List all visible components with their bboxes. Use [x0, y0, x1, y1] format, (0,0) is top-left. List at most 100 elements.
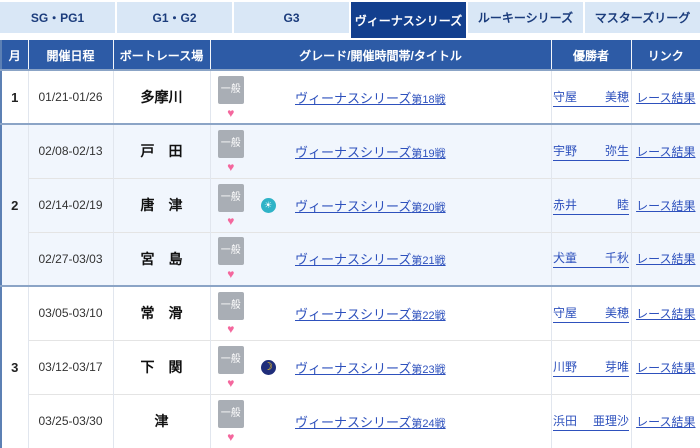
grade-cell: 一般 ♥ — [210, 339, 251, 394]
title-cell: ヴィーナスシリーズ第21戦 — [285, 231, 552, 286]
winner-link[interactable]: 宇野 弥生 — [553, 142, 630, 161]
winner-link[interactable]: 犬童 千秋 — [553, 249, 630, 269]
grade-cell: 一般 ♥ — [210, 69, 251, 124]
winner-family: 浜田 — [553, 413, 578, 428]
race-title-link[interactable]: ヴィーナスシリーズ第19戦 — [295, 145, 446, 160]
winner-family: 守屋 — [553, 305, 578, 320]
morning-icon: ☀ — [260, 197, 276, 213]
race-round-text: 第21戦 — [411, 255, 446, 268]
venue-cell: 津 — [113, 393, 211, 448]
date-cell: 03/05-03/10 — [28, 285, 114, 340]
grade-badge: 一般 — [217, 345, 244, 374]
winner-given: 美穂 — [605, 89, 630, 104]
grade-badge: 一般 — [217, 291, 244, 320]
tab-3[interactable]: G3 — [234, 2, 349, 33]
race-title-text: ヴィーナスシリーズ — [295, 414, 412, 430]
race-result-link[interactable]: レース結果 — [636, 360, 696, 375]
header-month: 月 — [1, 40, 29, 70]
heart-icon: ♥ — [227, 159, 235, 174]
heart-icon: ♥ — [227, 321, 235, 336]
result-cell: レース結果 — [631, 339, 700, 394]
heart-icon: ♥ — [227, 429, 235, 444]
tab-6[interactable]: マスターズリーグ — [585, 2, 700, 33]
race-round-text: 第20戦 — [411, 201, 446, 214]
result-cell: レース結果 — [631, 393, 700, 448]
race-result-link[interactable]: レース結果 — [636, 252, 696, 267]
date-cell: 03/25-03/30 — [28, 393, 114, 448]
winner-given: 睦 — [617, 197, 630, 212]
schedule-body: 1 01/21-01/26 多摩川 一般 ♥ ヴィーナスシリーズ第18戦 守屋 美穂 レース結果… — [1, 69, 700, 448]
winner-link[interactable]: 守屋 美穂 — [553, 88, 630, 107]
title-cell: ヴィーナスシリーズ第24戦 — [285, 393, 552, 448]
race-result-link[interactable]: レース結果 — [636, 90, 696, 105]
winner-cell: 守屋 美穂 — [551, 69, 632, 124]
race-title-link[interactable]: ヴィーナスシリーズ第20戦 — [295, 199, 446, 214]
winner-given: 芽唯 — [605, 359, 630, 374]
month-cell: 2 — [1, 123, 29, 286]
tab-5[interactable]: ルーキーシリーズ — [468, 2, 583, 33]
winner-link[interactable]: 守屋 美穂 — [553, 304, 630, 323]
race-result-link[interactable]: レース結果 — [636, 306, 696, 321]
race-result-link[interactable]: レース結果 — [636, 198, 696, 213]
winner-given: 弥生 — [605, 143, 630, 158]
time-icon-cell: ☀ — [251, 177, 285, 232]
race-title-link[interactable]: ヴィーナスシリーズ第21戦 — [295, 252, 446, 268]
race-result-link[interactable]: レース結果 — [636, 414, 696, 429]
date-cell: 02/27-03/03 — [28, 231, 114, 286]
race-row: 2 02/08-02/13 戸 田一般 ♥ ヴィーナスシリーズ第19戦 宇野 弥生 レース結果 — [1, 123, 700, 286]
race-row: 02/14-02/19 唐 津一般 ♥ ☀ ヴィーナスシリーズ第20戦 赤井 睦レース結果 — [1, 177, 700, 232]
grade-cell: 一般 ♥ — [210, 177, 251, 232]
result-cell: レース結果 — [631, 177, 700, 232]
venue-cell: 宮 島 — [113, 231, 211, 286]
grade-badge: 一般 — [217, 399, 244, 428]
title-cell: ヴィーナスシリーズ第19戦 — [285, 123, 552, 178]
grade-cell: 一般 ♥ — [210, 393, 251, 448]
race-title-link[interactable]: ヴィーナスシリーズ第24戦 — [295, 414, 446, 430]
date-cell: 01/21-01/26 — [28, 69, 114, 124]
winner-link[interactable]: 川野 芽唯 — [553, 358, 630, 377]
winner-link[interactable]: 赤井 睦 — [553, 196, 630, 215]
tab-4[interactable]: ヴィーナスシリーズ — [351, 2, 466, 38]
winner-cell: 犬童 千秋 — [551, 231, 632, 286]
heart-icon: ♥ — [227, 375, 235, 390]
title-cell: ヴィーナスシリーズ第20戦 — [285, 177, 552, 232]
heart-icon: ♥ — [227, 267, 235, 282]
date-cell: 02/14-02/19 — [28, 177, 114, 232]
grade-cell: 一般 ♥ — [210, 123, 251, 178]
winner-family: 犬童 — [553, 251, 578, 266]
heart-icon: ♥ — [227, 105, 235, 120]
result-cell: レース結果 — [631, 123, 700, 178]
venue-cell: 唐 津 — [113, 177, 211, 232]
grade-cell: 一般 ♥ — [210, 231, 251, 286]
schedule-table: 月 開催日程 ボートレース場 グレード/開催時間帯/タイトル 優勝者 リンク 1… — [0, 40, 700, 448]
race-round-text: 第24戦 — [411, 417, 446, 430]
race-result-link[interactable]: レース結果 — [636, 144, 696, 159]
race-title-text: ヴィーナスシリーズ — [295, 360, 412, 376]
race-row: 03/12-03/17 下 関一般 ♥ ☽ ヴィーナスシリーズ第23戦 川野 芽唯 レース結果 — [1, 339, 700, 394]
race-title-link[interactable]: ヴィーナスシリーズ第22戦 — [295, 307, 446, 322]
title-cell: ヴィーナスシリーズ第23戦 — [285, 339, 552, 394]
time-icon-cell — [251, 69, 285, 124]
tab-2[interactable]: G1・G2 — [117, 2, 232, 33]
time-icon-cell — [251, 231, 285, 286]
winner-family: 守屋 — [553, 89, 578, 104]
result-cell: レース結果 — [631, 285, 700, 340]
time-icon-cell — [251, 285, 285, 340]
race-round-text: 第22戦 — [411, 309, 446, 322]
month-cell: 3 — [1, 285, 29, 448]
race-title-link[interactable]: ヴィーナスシリーズ第23戦 — [295, 360, 446, 376]
header-row: 月 開催日程 ボートレース場 グレード/開催時間帯/タイトル 優勝者 リンク — [1, 40, 700, 70]
header-date: 開催日程 — [28, 40, 114, 70]
race-round-text: 第19戦 — [411, 147, 446, 160]
race-title-link[interactable]: ヴィーナスシリーズ第18戦 — [295, 91, 446, 106]
title-cell: ヴィーナスシリーズ第22戦 — [285, 285, 552, 340]
header-venue: ボートレース場 — [113, 40, 211, 70]
winner-cell: 川野 芽唯 — [551, 339, 632, 394]
race-round-text: 第23戦 — [411, 363, 446, 376]
winner-cell: 守屋 美穂 — [551, 285, 632, 340]
venue-cell: 戸 田 — [113, 123, 211, 178]
header-link: リンク — [631, 40, 700, 70]
tab-1[interactable]: SG・PG1 — [0, 2, 115, 33]
venue-cell: 多摩川 — [113, 69, 211, 124]
winner-link[interactable]: 浜田 亜理沙 — [553, 412, 630, 431]
